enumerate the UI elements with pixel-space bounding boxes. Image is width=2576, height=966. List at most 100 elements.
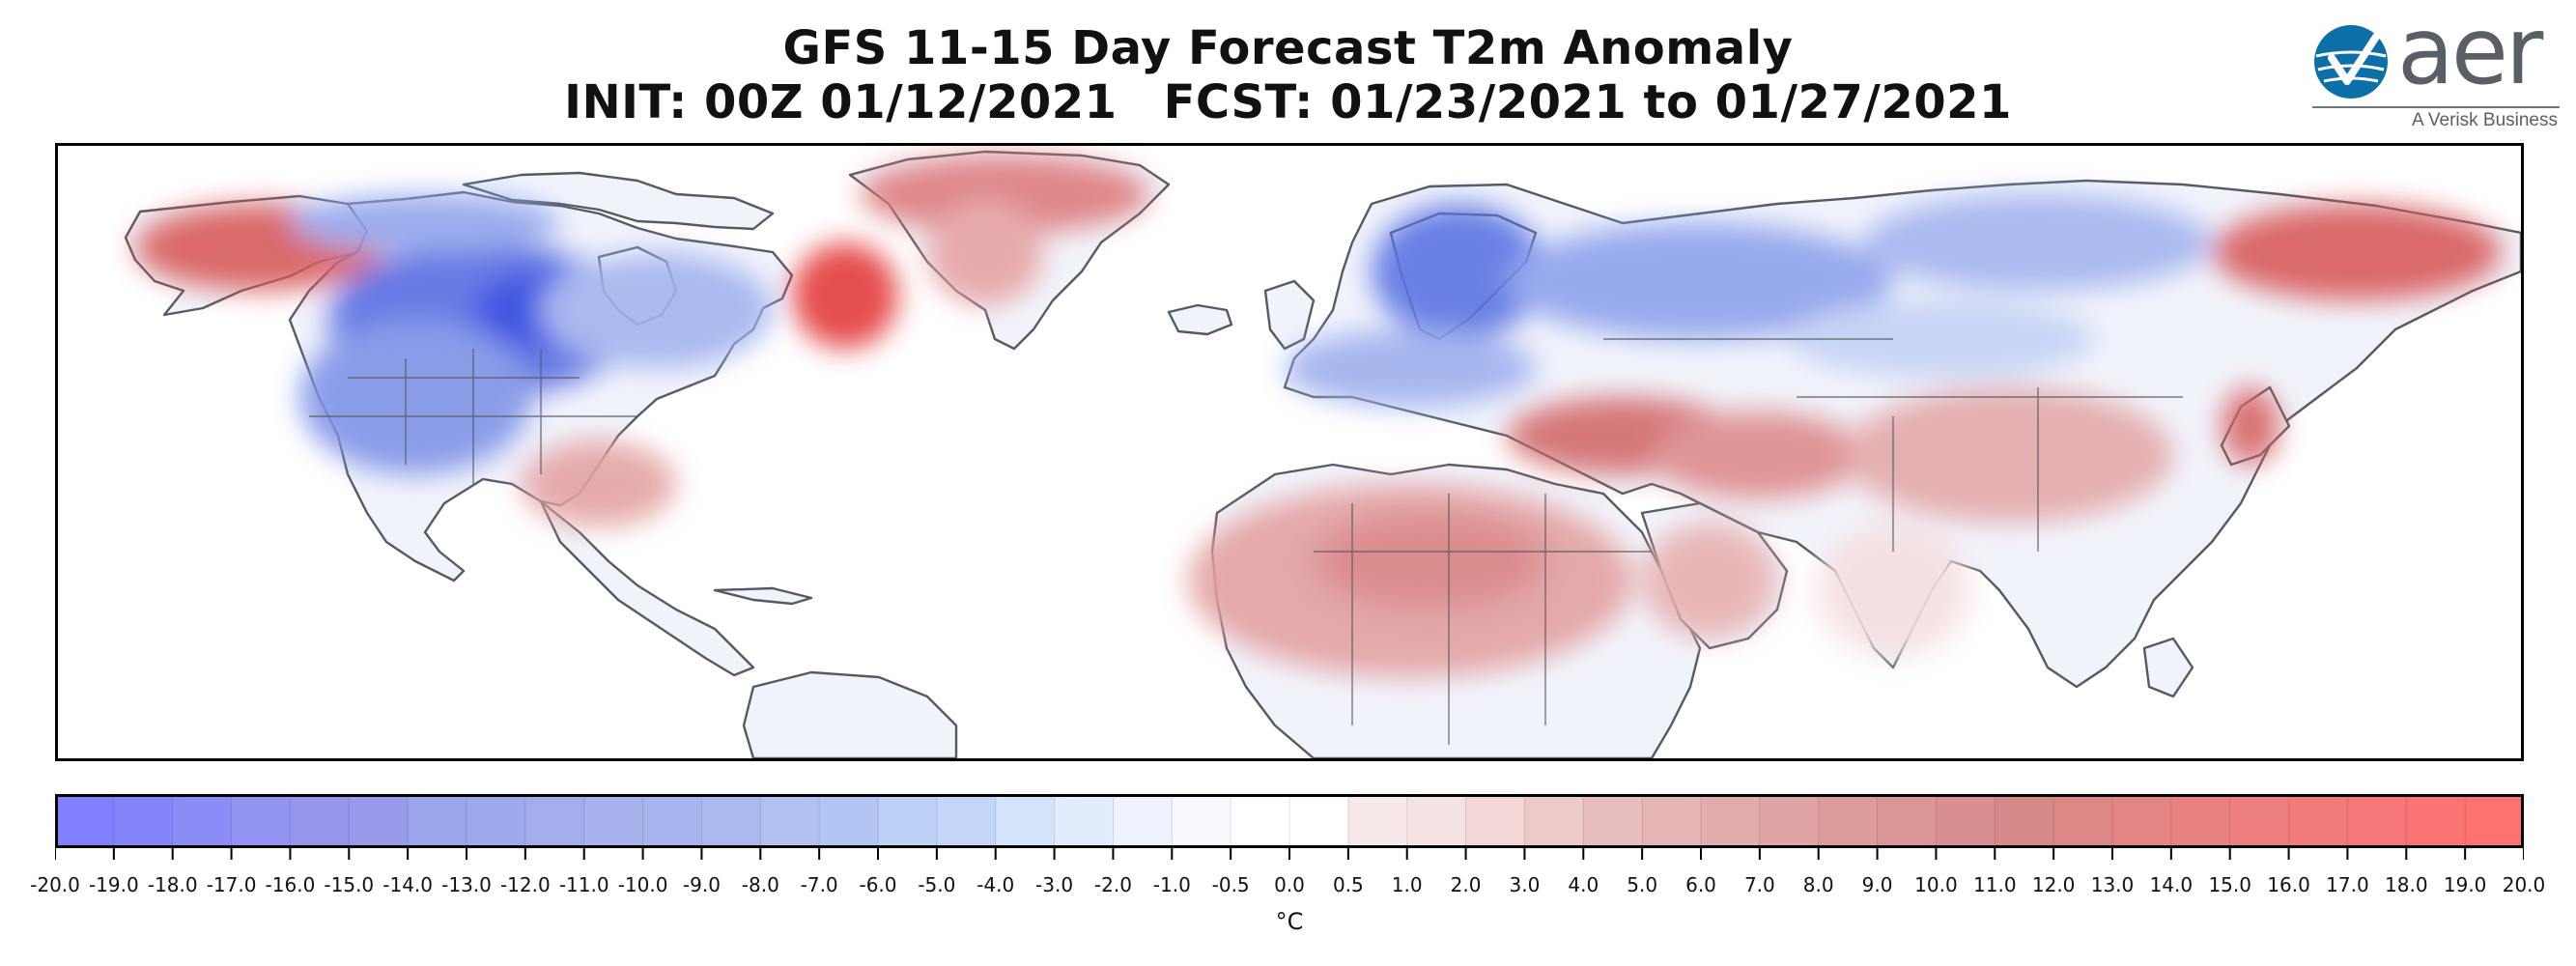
- anomaly-map-canvas: [124, 150, 2521, 758]
- colorbar-bin: [1054, 794, 1115, 848]
- colorbar-tick-label: 20.0: [2502, 873, 2546, 896]
- colorbar-bin: [2170, 794, 2231, 848]
- colorbar-tick-label: -5.0: [918, 873, 956, 896]
- colorbar-tick-label: 0.5: [1332, 873, 1364, 896]
- colorbar-tick-label: -20.0: [30, 873, 80, 896]
- chart-subtitle: INIT: 00Z 01/12/2021 FCST: 01/23/2021 to …: [0, 75, 2576, 129]
- colorbar-tick-label: -1.0: [1152, 873, 1191, 896]
- colorbar-tick-label: -2.0: [1093, 873, 1132, 896]
- colorbar-bin: [1406, 794, 1467, 848]
- colorbar-bin: [172, 794, 233, 848]
- colorbar-tick-label: 14.0: [2149, 873, 2194, 896]
- colorbar-bin: [2465, 794, 2524, 848]
- colorbar-bin: [642, 794, 703, 848]
- globe-check-icon: [2314, 25, 2388, 99]
- colorbar-unit: °C: [1275, 908, 1304, 935]
- east-siberia-warm-anomaly: [2212, 204, 2502, 300]
- colorbar-bin: [349, 794, 409, 848]
- colorbar-tick-label: -9.0: [682, 873, 721, 896]
- colorbar-bin: [936, 794, 997, 848]
- colorbar-tick-label: -11.0: [558, 873, 609, 896]
- caribbean: [713, 586, 813, 606]
- colorbar-bin: [583, 794, 644, 848]
- anomaly-map: [55, 143, 2524, 761]
- colorbar-bin: [524, 794, 585, 848]
- colorbar-tick-label: 8.0: [1802, 873, 1834, 896]
- colorbar-tick-label: -13.0: [441, 873, 492, 896]
- colorbar-tick-label: 10.0: [1914, 873, 1958, 896]
- colorbar-tick-label: 0.0: [1274, 873, 1305, 896]
- colorbar-tick-label: -15.0: [324, 873, 375, 896]
- colorbar-bin: [1642, 794, 1702, 848]
- colorbar-bin: [1289, 794, 1349, 848]
- colorbar-bin: [2288, 794, 2349, 848]
- colorbar-bin: [701, 794, 761, 848]
- colorbar-tick-label: -18.0: [147, 873, 198, 896]
- british-isles: [1263, 279, 1316, 351]
- colorbar-tick-label: -10.0: [617, 873, 668, 896]
- colorbar-tick-label: -3.0: [1035, 873, 1074, 896]
- colorbar-bin: [1759, 794, 1820, 848]
- colorbar-tick-label: 13.0: [2090, 873, 2135, 896]
- colorbar-bin: [1877, 794, 1938, 848]
- colorbar-tick-label: 15.0: [2208, 873, 2251, 896]
- colorbar-tick-label: 3.0: [1509, 873, 1541, 896]
- colorbar-ticks: [55, 848, 2524, 860]
- colorbar: [55, 794, 2524, 848]
- colorbar-tick-label: 9.0: [1861, 873, 1893, 896]
- colorbar-tick-label: 16.0: [2267, 873, 2310, 896]
- colorbar-tick-label: -14.0: [382, 873, 434, 896]
- colorbar-tick-label: 6.0: [1685, 873, 1716, 896]
- colorbar-tick-label: 5.0: [1627, 873, 1658, 896]
- political-borders: [309, 338, 2183, 745]
- arctic-islands: [462, 171, 775, 231]
- colorbar-bin: [1465, 794, 1526, 848]
- colorbar-bin: [1995, 794, 2054, 848]
- colorbar-bin: [1231, 794, 1290, 848]
- colorbar-tick-label: 7.0: [1743, 873, 1775, 896]
- colorbar-bin: [1936, 794, 1996, 848]
- colorbar-bin: [878, 794, 938, 848]
- colorbar-tick-label: -6.0: [859, 873, 897, 896]
- colorbar-bin: [1524, 794, 1584, 848]
- colorbar-tick-label: -12.0: [499, 873, 551, 896]
- colorbar-tick-label: -16.0: [265, 873, 316, 896]
- colorbar-tick-label: 4.0: [1568, 873, 1599, 896]
- colorbar-border: [55, 794, 2524, 848]
- south-america: [742, 670, 958, 758]
- colorbar-bin: [819, 794, 879, 848]
- colorbar-bin: [2053, 794, 2113, 848]
- chart-title: GFS 11-15 Day Forecast T2m Anomaly: [782, 21, 1794, 75]
- colorbar-tick-label: 17.0: [2326, 873, 2369, 896]
- logo-wordmark: aer: [2397, 0, 2543, 105]
- colorbar-bin: [1347, 794, 1408, 848]
- colorbar-bin: [55, 794, 115, 848]
- colorbar-tick-label: -8.0: [741, 873, 779, 896]
- aer-logo: aer A Verisk Business: [2312, 0, 2560, 136]
- logo-divider: [2312, 106, 2560, 108]
- colorbar-bin: [113, 794, 174, 848]
- colorbar-bin: [1113, 794, 1173, 848]
- colorbar-bin: [290, 794, 350, 848]
- colorbar-bin: [467, 794, 526, 848]
- colorbar-tick-label: 2.0: [1450, 873, 1482, 896]
- colorbar-bin: [1583, 794, 1643, 848]
- colorbar-tick-label: 1.0: [1391, 873, 1423, 896]
- colorbar-bin: [760, 794, 820, 848]
- labrador-warm-anomaly: [792, 242, 898, 349]
- central-america: [539, 499, 755, 677]
- colorbar-bin: [1172, 794, 1231, 848]
- colorbar-tick-label: 12.0: [2031, 873, 2076, 896]
- colorbar-tick-label: -17.0: [206, 873, 257, 896]
- colorbar-bin: [995, 794, 1056, 848]
- colorbar-bin: [1818, 794, 1879, 848]
- colorbar-bin: [2347, 794, 2407, 848]
- colorbar-bin: [2112, 794, 2172, 848]
- colorbar-tick-label: 18.0: [2385, 873, 2428, 896]
- colorbar-tick-label: -19.0: [88, 873, 139, 896]
- colorbar-bin: [408, 794, 467, 848]
- scandinavia-cold-anomaly: [1372, 204, 1545, 339]
- logo-tagline: A Verisk Business: [2411, 110, 2558, 130]
- colorbar-tick-label: 19.0: [2443, 873, 2487, 896]
- forecast-range: FCST: 01/23/2021 to 01/27/2021: [1163, 75, 2012, 129]
